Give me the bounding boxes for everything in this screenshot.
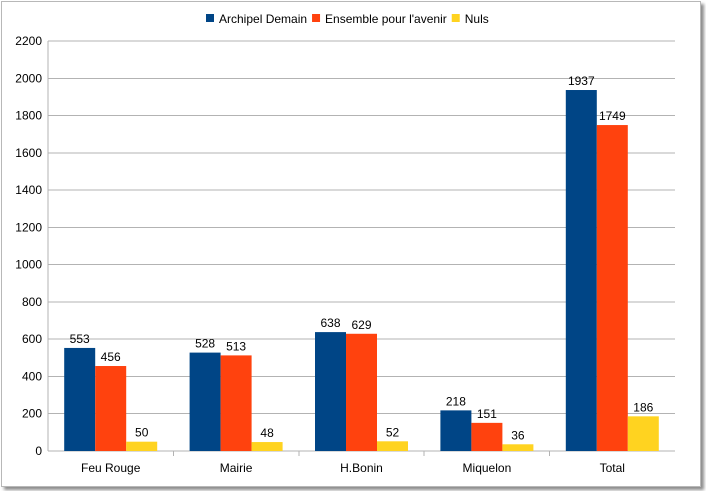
bar-ensemble-pour-l-avenir-h-bonin xyxy=(346,333,377,451)
y-axis-tick-labels: 0 200 400 600 800 1000 1200 1400 1600 1800 2000 220… xyxy=(15,34,42,458)
legend-label-ensemble-pour-l-avenir: Ensemble pour l'avenir xyxy=(325,12,447,26)
y-tick-label-1600: 1600 xyxy=(15,146,42,160)
bar-archipel-demain-mairie xyxy=(189,352,221,451)
bar-nuls-feu-rouge xyxy=(126,441,158,451)
bar-nuls-miquelon xyxy=(502,444,534,451)
data-label-archipel-demain-miquelon: 218 xyxy=(446,394,466,408)
y-tick-label-400: 400 xyxy=(22,369,42,383)
y-tick-label-800: 800 xyxy=(22,295,42,309)
data-label-ensemble-pour-l-avenir-feu-rouge: 456 xyxy=(101,350,121,364)
y-tick-label-1200: 1200 xyxy=(15,220,42,234)
bar-ensemble-pour-l-avenir-total xyxy=(596,125,628,452)
bar-nuls-total xyxy=(627,416,659,451)
x-tick-label-total: Total xyxy=(600,461,625,475)
data-label-ensemble-pour-l-avenir-h-bonin: 629 xyxy=(351,318,371,332)
legend-swatch-ensemble-pour-l-avenir xyxy=(312,14,321,22)
bars xyxy=(64,90,659,452)
legend-label-archipel-demain: Archipel Demain xyxy=(219,12,307,26)
data-label-ensemble-pour-l-avenir-miquelon: 151 xyxy=(477,407,497,421)
legend-swatch-nuls xyxy=(451,14,460,22)
y-tick-label-0: 0 xyxy=(35,444,42,458)
x-tick-label-miquelon: Miquelon xyxy=(463,461,512,475)
x-tick-label-feu-rouge: Feu Rouge xyxy=(81,461,141,475)
bar-archipel-demain-feu-rouge xyxy=(64,347,96,451)
data-label-nuls-mairie: 48 xyxy=(260,426,274,440)
bar-nuls-h-bonin xyxy=(377,441,408,451)
data-label-nuls-h-bonin: 52 xyxy=(386,425,400,439)
y-tick-label-1000: 1000 xyxy=(15,258,42,272)
legend-swatch-archipel-demain xyxy=(206,14,214,22)
legend: Archipel Demain Ensemble pour l'avenir Nul… xyxy=(206,12,489,26)
data-label-nuls-total: 186 xyxy=(633,400,653,414)
x-axis-tick-labels: Feu Rouge Mairie H.Bonin Miquelon Total xyxy=(81,461,625,475)
bar-ensemble-pour-l-avenir-miquelon xyxy=(471,422,503,451)
bar-ensemble-pour-l-avenir-mairie xyxy=(220,355,252,451)
legend-label-nuls: Nuls xyxy=(465,12,489,26)
bar-archipel-demain-miquelon xyxy=(440,410,472,451)
y-tick-label-1400: 1400 xyxy=(15,183,42,197)
bar-ensemble-pour-l-avenir-feu-rouge xyxy=(95,366,127,451)
data-label-archipel-demain-h-bonin: 638 xyxy=(320,316,340,330)
data-label-ensemble-pour-l-avenir-total: 1749 xyxy=(599,109,626,123)
x-axis xyxy=(47,41,551,456)
data-label-ensemble-pour-l-avenir-mairie: 513 xyxy=(226,339,246,353)
data-label-nuls-feu-rouge: 50 xyxy=(135,426,149,440)
y-tick-label-200: 200 xyxy=(22,407,42,421)
data-label-archipel-demain-total: 1937 xyxy=(568,74,595,88)
bar-archipel-demain-h-bonin xyxy=(315,332,346,451)
bar-archipel-demain-total xyxy=(565,90,597,451)
x-tick-label-h-bonin: H.Bonin xyxy=(340,461,383,475)
data-label-nuls-miquelon: 36 xyxy=(511,428,525,442)
y-tick-label-2200: 2200 xyxy=(15,34,42,48)
data-label-archipel-demain-mairie: 528 xyxy=(195,337,215,351)
data-label-archipel-demain-feu-rouge: 553 xyxy=(70,332,90,346)
y-tick-label-600: 600 xyxy=(22,332,42,346)
y-tick-label-1800: 1800 xyxy=(15,109,42,123)
bar-nuls-mairie xyxy=(251,442,283,451)
y-tick-label-2000: 2000 xyxy=(15,71,42,85)
data-labels: 553 456 50 528 513 48 638 629 52 218 151 36 1937 1749… xyxy=(70,74,654,442)
x-tick-label-mairie: Mairie xyxy=(220,461,253,475)
